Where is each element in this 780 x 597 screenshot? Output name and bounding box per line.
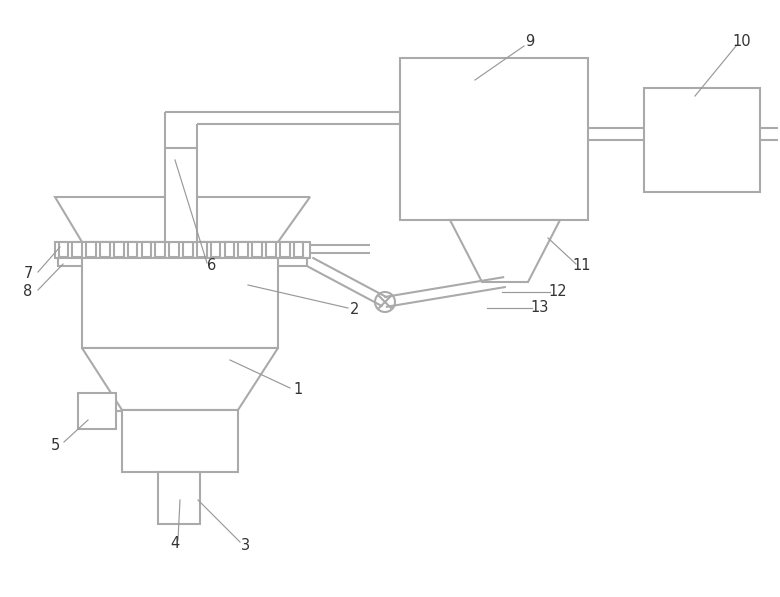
Bar <box>122 410 238 472</box>
Bar <box>100 242 110 257</box>
Text: 2: 2 <box>350 303 360 318</box>
Bar <box>293 242 303 257</box>
Text: 1: 1 <box>293 383 303 398</box>
Bar <box>128 242 137 257</box>
Bar <box>183 242 193 257</box>
Text: 8: 8 <box>23 285 33 300</box>
Bar <box>82 258 278 348</box>
Bar <box>644 88 760 192</box>
Text: 12: 12 <box>548 285 567 300</box>
Bar <box>86 242 96 257</box>
Bar <box>58 258 307 266</box>
Text: 10: 10 <box>732 35 751 50</box>
Bar <box>78 393 116 429</box>
Bar <box>211 242 221 257</box>
Bar <box>266 242 275 257</box>
Text: 11: 11 <box>573 259 591 273</box>
Polygon shape <box>55 197 310 242</box>
Bar <box>114 242 123 257</box>
Bar <box>239 242 248 257</box>
Bar <box>169 242 179 257</box>
Bar <box>225 242 234 257</box>
Text: 5: 5 <box>51 438 59 453</box>
Bar <box>197 242 207 257</box>
Text: 9: 9 <box>526 35 534 50</box>
Text: 13: 13 <box>531 300 549 315</box>
Bar <box>141 242 151 257</box>
Bar <box>158 472 200 524</box>
Bar <box>252 242 262 257</box>
Bar <box>155 242 165 257</box>
Bar <box>58 242 68 257</box>
Bar <box>280 242 289 257</box>
Text: 7: 7 <box>23 266 33 282</box>
Text: 4: 4 <box>170 536 179 550</box>
Bar <box>165 148 197 242</box>
Bar <box>73 242 82 257</box>
Text: 6: 6 <box>207 257 217 272</box>
Polygon shape <box>82 348 278 410</box>
Bar <box>55 242 310 258</box>
Circle shape <box>375 292 395 312</box>
Text: 3: 3 <box>240 537 250 552</box>
Polygon shape <box>450 220 560 282</box>
Bar <box>400 58 588 220</box>
